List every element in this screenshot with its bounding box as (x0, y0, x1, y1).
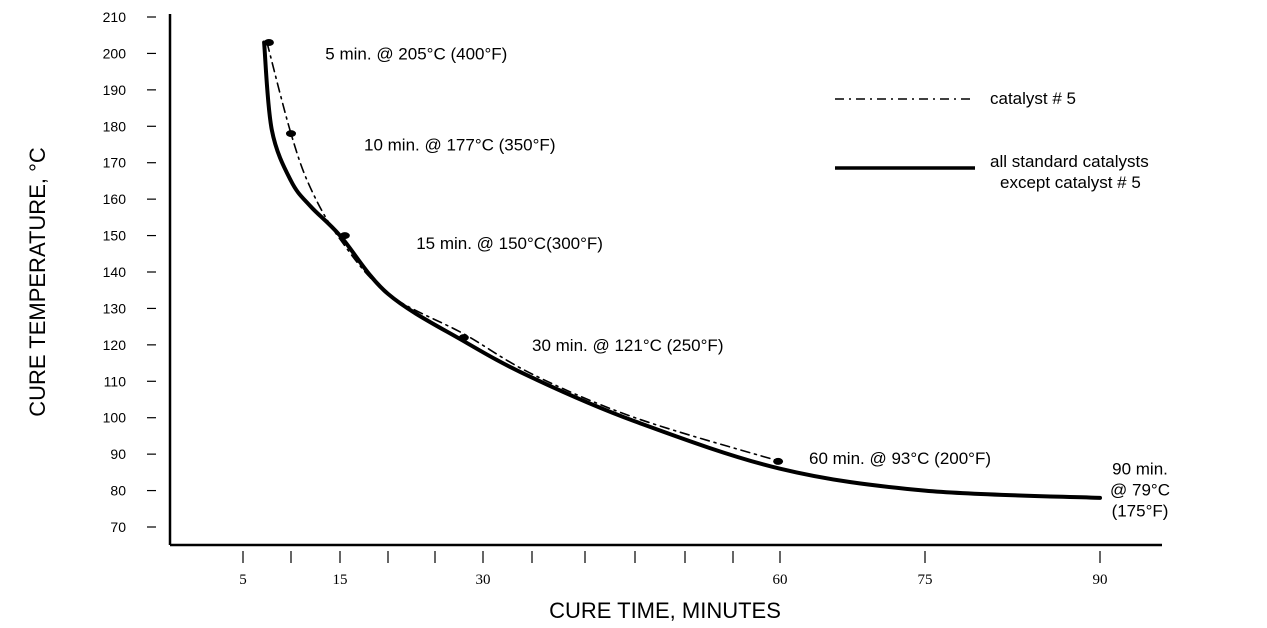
annotation-line: (175°F) (1112, 502, 1169, 521)
legend-label: catalyst # 5 (990, 89, 1076, 108)
data-point (773, 457, 784, 465)
annotation-line: 30 min. @ 121°C (250°F) (532, 336, 723, 355)
y-tick-label: 160 (103, 191, 127, 207)
y-axis-title: CURE TEMPERATURE, °C (25, 147, 50, 417)
legend-label-line: all standard catalysts (990, 152, 1149, 171)
y-tick-label: 100 (103, 410, 127, 426)
y-tick-label: 210 (103, 9, 127, 25)
data-points (263, 39, 784, 465)
data-point (263, 39, 274, 46)
annotation-line: @ 79°C (1110, 481, 1170, 500)
annotation-line: 60 min. @ 93°C (200°F) (809, 449, 991, 468)
x-tick-label: 90 (1093, 572, 1108, 588)
y-axis-ticks: 70 80 90 100 110 120 130 140 150 160 170 180 190 200 2… (103, 9, 156, 535)
annotations: 5 min. @ 205°C (400°F) 10 min. @ 177°C (3… (325, 44, 1170, 520)
x-tick-label: 5 (239, 572, 247, 588)
y-tick-label: 120 (103, 337, 127, 353)
y-tick-label: 110 (104, 373, 127, 389)
point-annotation: 15 min. @ 150°C(300°F) (416, 234, 603, 253)
annotation-line: 90 min. (1112, 460, 1168, 479)
legend-label: all standard catalysts except catalyst # … (990, 152, 1149, 192)
x-tick-label: 75 (918, 572, 933, 588)
point-annotation: 5 min. @ 205°C (400°F) (325, 44, 507, 63)
annotation-line: 10 min. @ 177°C (350°F) (364, 136, 555, 155)
data-point (286, 130, 296, 138)
point-annotation: 90 min. @ 79°C (175°F) (1110, 460, 1170, 521)
point-annotation: 30 min. @ 121°C (250°F) (532, 336, 723, 355)
legend-label-line: except catalyst # 5 (1000, 173, 1141, 192)
data-point (458, 334, 469, 342)
point-annotation: 60 min. @ 93°C (200°F) (809, 449, 991, 468)
y-tick-label: 140 (103, 264, 127, 280)
plot-frame (168, 14, 1162, 547)
y-tick-label: 90 (110, 446, 126, 462)
series-line-standard-catalysts (262, 40, 1102, 500)
y-tick-label: 200 (103, 45, 127, 61)
legend-label-line: catalyst # 5 (990, 89, 1076, 108)
y-tick-label: 70 (110, 519, 126, 535)
y-tick-label: 170 (103, 155, 127, 171)
x-axis-ticks: 5 15 30 60 75 90 (239, 551, 1108, 588)
series-layer (262, 40, 1102, 500)
annotation-line: 15 min. @ 150°C(300°F) (416, 234, 603, 253)
legend: catalyst # 5 all standard catalysts except… (835, 89, 1149, 192)
y-tick-label: 130 (103, 300, 127, 316)
y-tick-label: 180 (103, 118, 127, 134)
annotation-line: 5 min. @ 205°C (400°F) (325, 44, 507, 63)
data-point (339, 232, 350, 240)
x-axis-title: CURE TIME, MINUTES (549, 598, 781, 623)
y-tick-label: 80 (110, 483, 126, 499)
y-tick-label: 150 (103, 228, 127, 244)
x-tick-label: 60 (773, 572, 788, 588)
y-tick-label: 190 (103, 82, 127, 98)
x-tick-label: 15 (333, 572, 348, 588)
point-annotation: 10 min. @ 177°C (350°F) (364, 136, 555, 155)
x-tick-label: 30 (476, 572, 491, 588)
